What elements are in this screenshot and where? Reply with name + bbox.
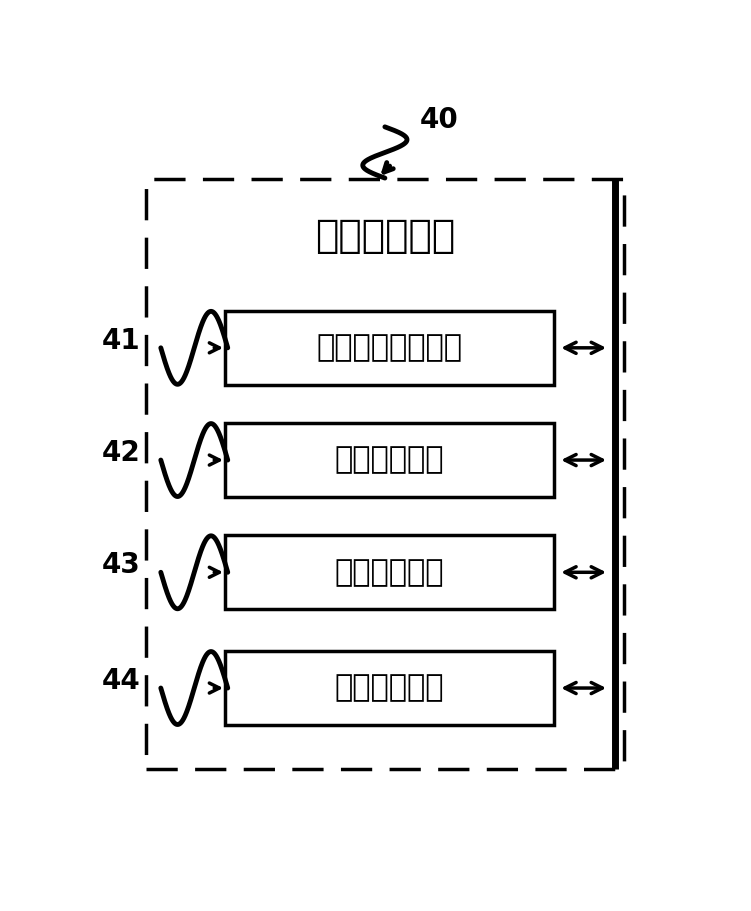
Text: 数据收发控制单元: 数据收发控制单元 <box>316 333 463 363</box>
Text: 44: 44 <box>101 667 140 695</box>
Text: 测试控制单元: 测试控制单元 <box>334 445 444 475</box>
Text: 显示控制单元: 显示控制单元 <box>334 558 444 587</box>
Text: 41: 41 <box>102 327 140 354</box>
Bar <box>225 311 553 384</box>
Text: 核心控制模块: 核心控制模块 <box>315 217 455 254</box>
Text: 42: 42 <box>101 439 140 467</box>
Bar <box>225 536 553 609</box>
Text: 40: 40 <box>420 106 459 134</box>
Text: 43: 43 <box>101 551 140 579</box>
Text: 底层配置单元: 底层配置单元 <box>334 673 444 702</box>
Bar <box>225 424 553 496</box>
Bar <box>225 651 553 725</box>
Bar <box>146 179 623 769</box>
